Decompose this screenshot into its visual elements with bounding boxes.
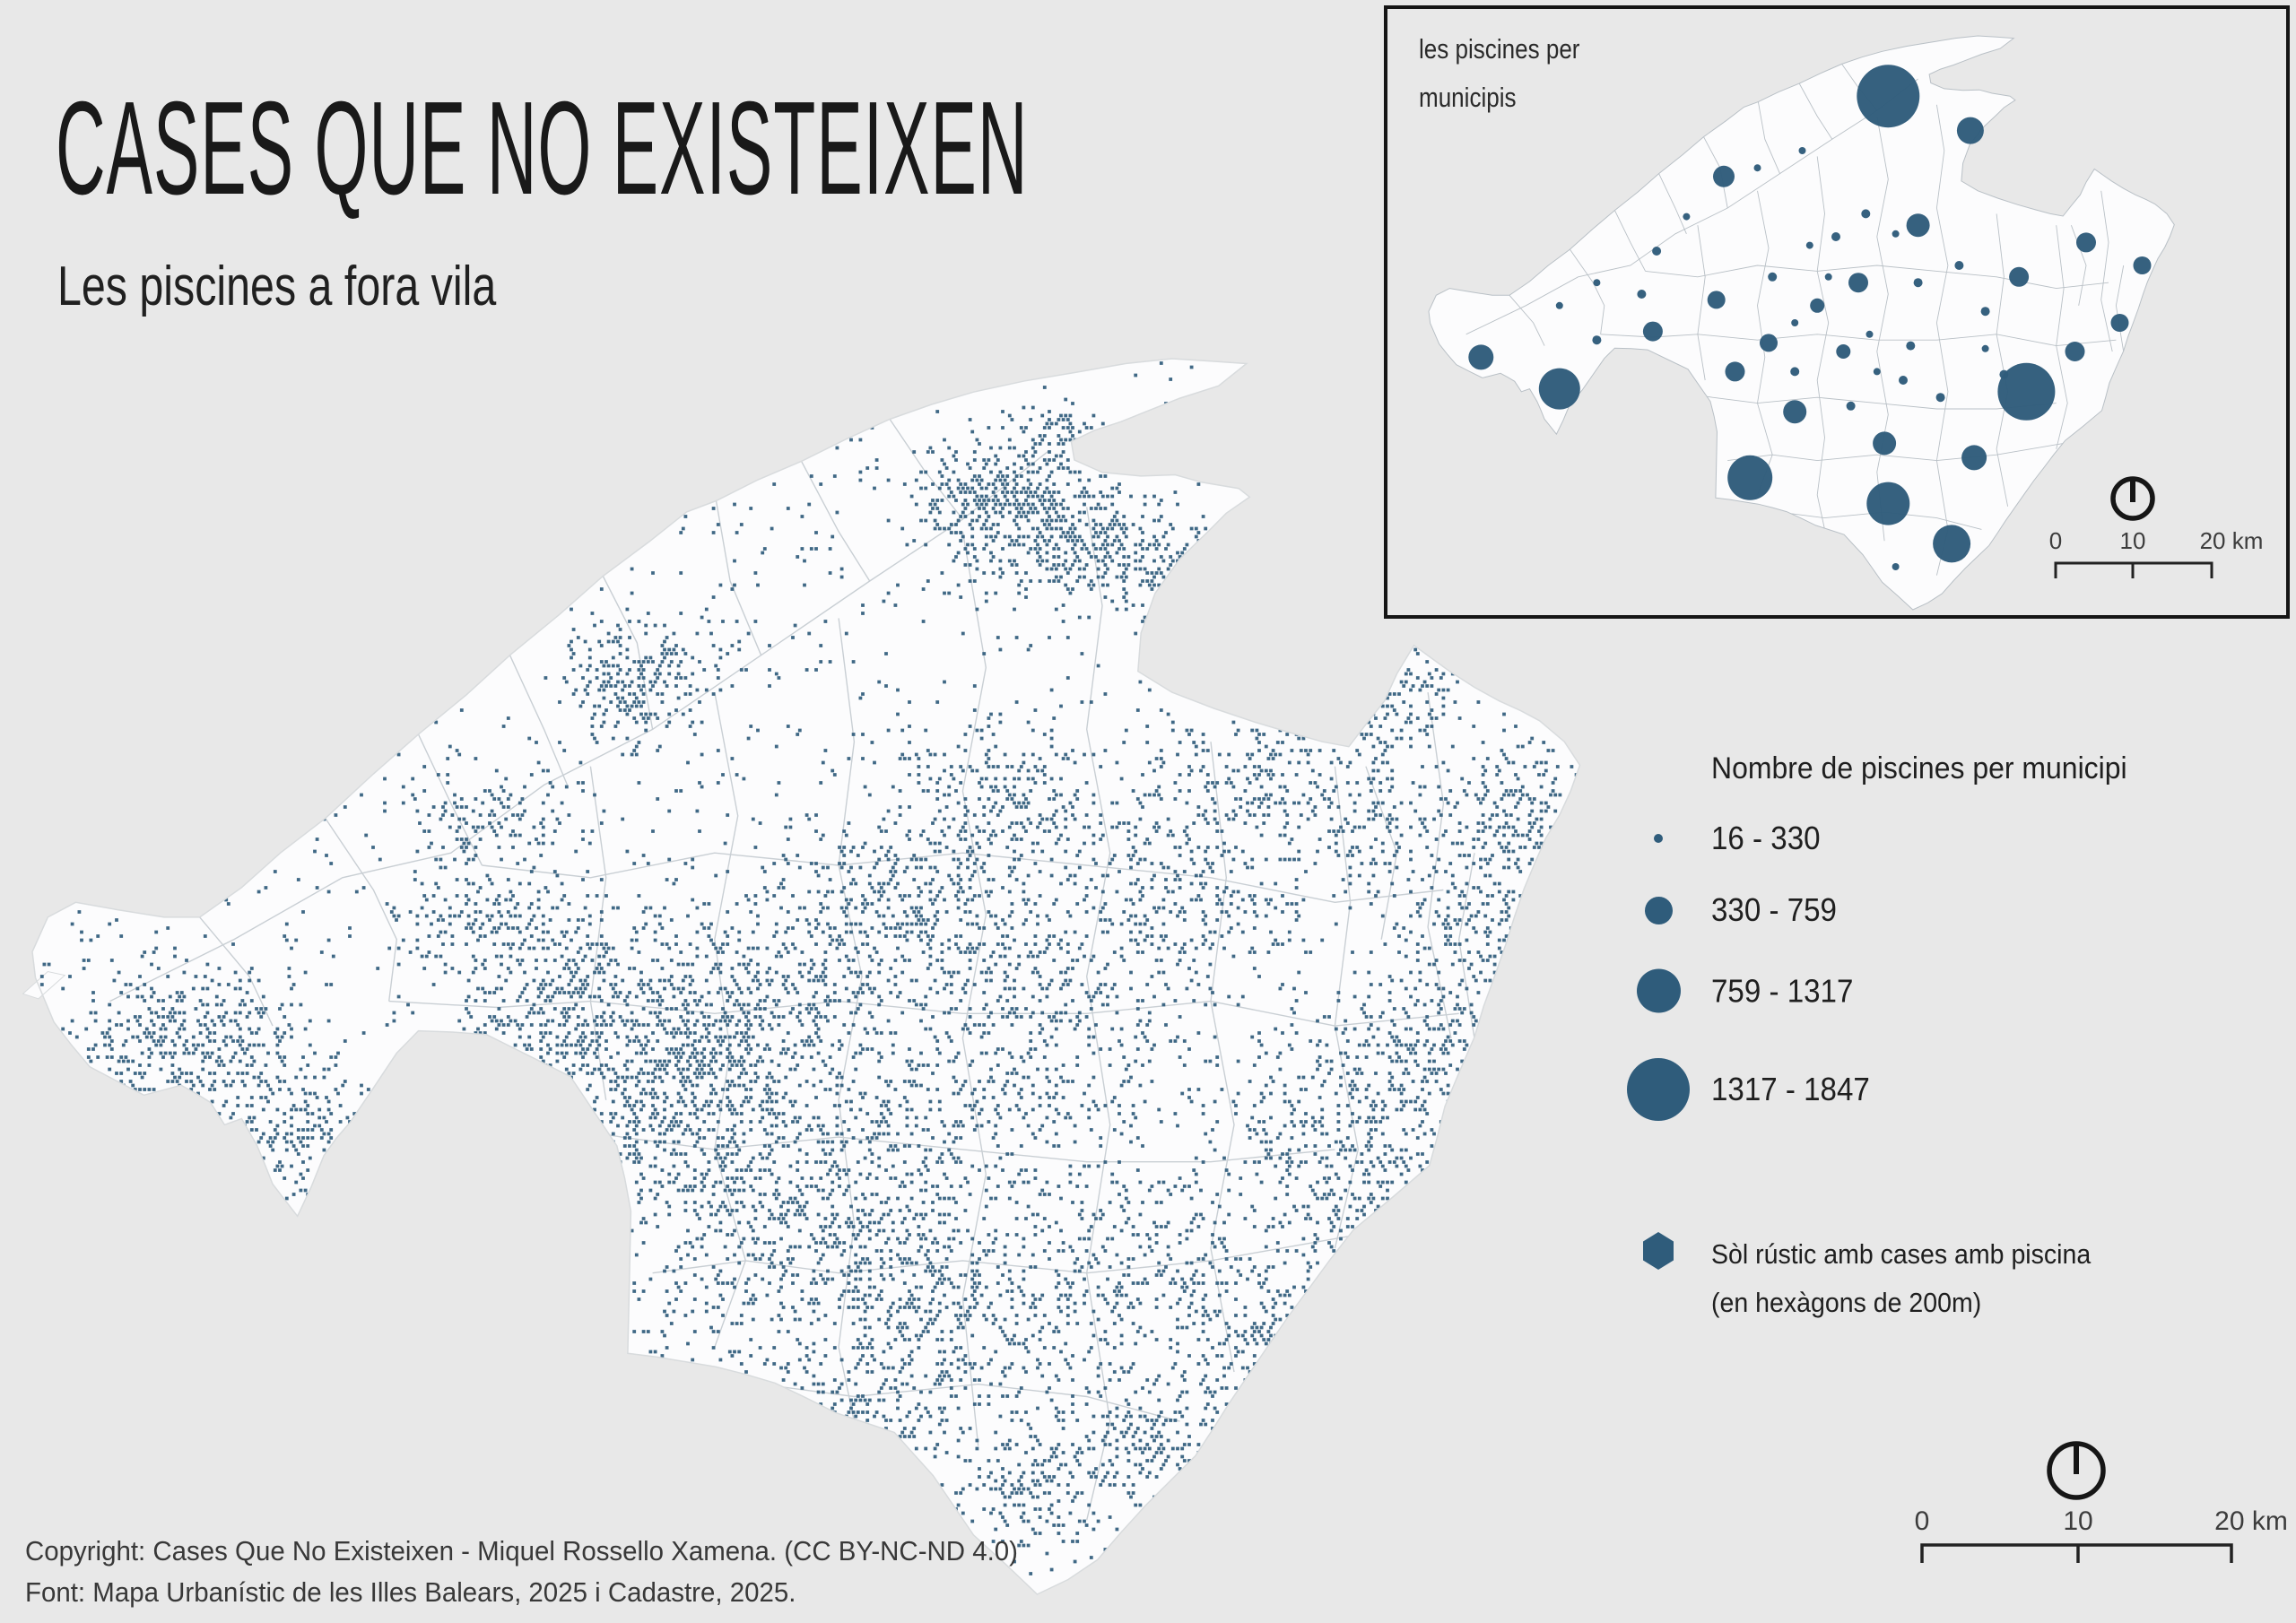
hex-legend-line1: Sòl rústic amb cases amb piscina	[1711, 1238, 2092, 1270]
north-arrow-icon	[2047, 1441, 2106, 1500]
copyright-line: Copyright: Cases Que No Existeixen - Miq…	[25, 1535, 1018, 1567]
hex-legend-text: Sòl rústic amb cases amb piscina (en hex…	[1711, 1230, 2091, 1328]
svg-text:20 km: 20 km	[2200, 527, 2264, 554]
page-subtitle: Les piscines a fora vila	[57, 256, 497, 317]
legend-class-label: 759 - 1317	[1711, 972, 1854, 1009]
svg-text:10: 10	[2120, 527, 2146, 554]
page-title: CASES QUE NO EXISTEIXEN	[56, 74, 1029, 222]
legend-class-label: 16 - 330	[1711, 820, 1821, 856]
scale-bar: 0 10 20 km	[2049, 527, 2264, 578]
svg-text:10: 10	[2063, 1506, 2092, 1536]
legend-class-row: 16 - 330	[1605, 820, 1830, 857]
inset-map-label-line1: les piscines per	[1419, 33, 1580, 65]
legend-circle-icon	[1605, 834, 1711, 843]
legend-circle-icon	[1605, 896, 1711, 924]
legend-class-row: 330 - 759	[1605, 891, 1848, 929]
hexagon-icon	[1605, 1231, 1711, 1271]
north-arrow-icon	[2110, 476, 2155, 521]
legend-title: Nombre de piscines per municipi	[1711, 751, 2127, 785]
scale-bar: 0 10 20 km	[1915, 1506, 2288, 1563]
main-map: 0 10 20 km	[22, 358, 2288, 1595]
legend-class-label: 1317 - 1847	[1711, 1071, 1870, 1107]
inset-map-label: les piscines per municipis	[1419, 25, 1579, 123]
hex-legend-line2: (en hexàgons de 200m)	[1711, 1287, 1982, 1319]
hexagon-glyph	[1643, 1232, 1674, 1270]
source-line: Font: Mapa Urbanístic de les Illes Balea…	[25, 1576, 796, 1608]
legend-circle-icon	[1605, 1058, 1711, 1121]
inset-municipality-borders	[1465, 64, 2125, 576]
legend-class-row: 1317 - 1847	[1605, 1058, 1883, 1121]
municipality-bubbles	[1468, 65, 2152, 570]
svg-text:0: 0	[2049, 527, 2062, 554]
legend-class-row: 759 - 1317	[1605, 968, 1866, 1013]
inset-map-label-line2: municipis	[1419, 82, 1517, 114]
inset-map: 0 10 20 km	[1384, 5, 2290, 619]
svg-text:20 km: 20 km	[2214, 1506, 2288, 1536]
legend-class-label: 330 - 759	[1711, 891, 1837, 928]
svg-text:0: 0	[1915, 1506, 1930, 1536]
legend-circle-icon	[1605, 968, 1711, 1013]
